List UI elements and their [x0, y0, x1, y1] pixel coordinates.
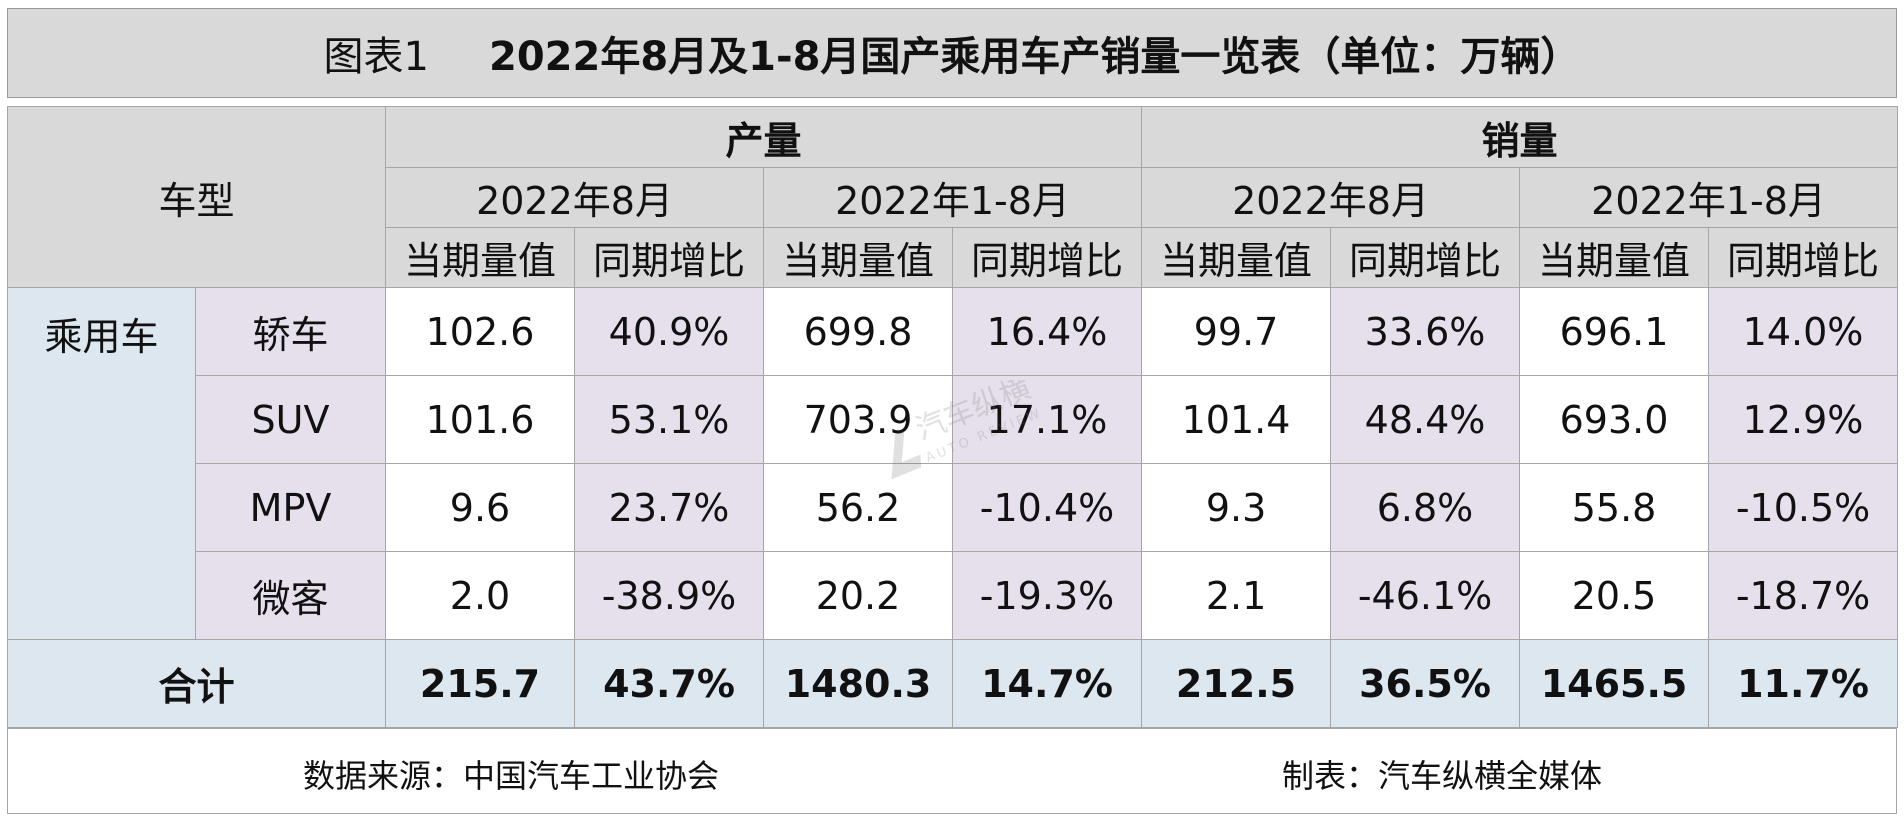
- table-cell: 20.5: [1519, 551, 1710, 640]
- table-row: SUV 101.6 53.1% 703.9 17.1% 101.4 48.4% …: [8, 375, 1899, 464]
- table-cell: 2.0: [385, 551, 576, 640]
- total-cell: 11.7%: [1708, 639, 1899, 728]
- total-cell: 1465.5: [1519, 639, 1710, 728]
- total-cell: 212.5: [1141, 639, 1332, 728]
- table-title-bar: 图表1 2022年8月及1-8月国产乘用车产销量一览表（单位：万辆）: [7, 8, 1897, 98]
- table-cell: 55.8: [1519, 463, 1710, 552]
- header-period: 2022年8月: [1141, 167, 1521, 228]
- header-period: 2022年1-8月: [763, 167, 1143, 228]
- header-metric: 当期量值: [1141, 227, 1332, 288]
- table-cell: 56.2: [763, 463, 954, 552]
- table-cell: -10.5%: [1708, 463, 1899, 552]
- table-cell: 12.9%: [1708, 375, 1899, 464]
- total-cell: 36.5%: [1330, 639, 1521, 728]
- table-cell: 33.6%: [1330, 287, 1521, 376]
- total-label: 合计: [6, 639, 387, 728]
- figure-number: 图表1: [323, 34, 429, 80]
- header-metric: 同期增比: [1708, 227, 1899, 288]
- table-cell: 693.0: [1519, 375, 1710, 464]
- table-cell: 99.7: [1141, 287, 1332, 376]
- table-maker: 制表：汽车纵横全媒体: [1282, 757, 1603, 795]
- table-cell: -46.1%: [1330, 551, 1521, 640]
- table-cell: 53.1%: [574, 375, 765, 464]
- header-production: 产量: [385, 106, 1143, 168]
- table-cell: -10.4%: [952, 463, 1143, 552]
- row-label: MPV: [194, 463, 387, 552]
- table-cell: -38.9%: [574, 551, 765, 640]
- header-metric: 同期增比: [1330, 227, 1521, 288]
- header-vehicle-type: 车型: [6, 106, 387, 288]
- table-cell: 9.3: [1141, 463, 1332, 552]
- table-cell: 48.4%: [1330, 375, 1521, 464]
- total-cell: 43.7%: [574, 639, 765, 728]
- header-metric: 当期量值: [763, 227, 954, 288]
- row-label: 轿车: [194, 287, 387, 376]
- row-label: 微客: [194, 551, 387, 640]
- table-row: 微客 2.0 -38.9% 20.2 -19.3% 2.1 -46.1% 20.…: [8, 551, 1899, 640]
- table-cell: 2.1: [1141, 551, 1332, 640]
- header-metric: 同期增比: [574, 227, 765, 288]
- table-row: MPV 9.6 23.7% 56.2 -10.4% 9.3 6.8% 55.8 …: [8, 463, 1899, 552]
- page-title: 2022年8月及1-8月国产乘用车产销量一览表（单位：万辆）: [489, 34, 1581, 80]
- total-row: 合计 215.7 43.7% 1480.3 14.7% 212.5 36.5% …: [6, 639, 1899, 728]
- total-cell: 14.7%: [952, 639, 1143, 728]
- table-cell: 20.2: [763, 551, 954, 640]
- table-cell: 17.1%: [952, 375, 1143, 464]
- header-period: 2022年8月: [385, 167, 765, 228]
- table-cell: 696.1: [1519, 287, 1710, 376]
- table-cell: 14.0%: [1708, 287, 1899, 376]
- header-metric: 当期量值: [385, 227, 576, 288]
- table-cell: 703.9: [763, 375, 954, 464]
- header-period: 2022年1-8月: [1519, 167, 1899, 228]
- category-label: 乘用车: [7, 287, 196, 640]
- row-label: SUV: [194, 375, 387, 464]
- table-cell: 102.6: [385, 287, 576, 376]
- total-cell: 215.7: [385, 639, 576, 728]
- table-cell: -18.7%: [1708, 551, 1899, 640]
- table-cell: 9.6: [385, 463, 576, 552]
- data-source: 数据来源：中国汽车工业协会: [303, 757, 720, 795]
- total-cell: 1480.3: [763, 639, 954, 728]
- table-cell: 699.8: [763, 287, 954, 376]
- data-table: 车型 产量 销量 2022年8月 2022年1-8月 2022年8月 2022年…: [6, 106, 1899, 728]
- table-row: 乘用车 轿车 102.6 40.9% 699.8 16.4% 99.7 33.6…: [7, 287, 1899, 640]
- footer: 数据来源：中国汽车工业协会 制表：汽车纵横全媒体: [7, 728, 1897, 814]
- table-cell: 40.9%: [574, 287, 765, 376]
- table-cell: 16.4%: [952, 287, 1143, 376]
- table-cell: 101.4: [1141, 375, 1332, 464]
- header-metric: 当期量值: [1519, 227, 1710, 288]
- table-cell: 23.7%: [574, 463, 765, 552]
- header-sales: 销量: [1141, 106, 1899, 168]
- table-cell: -19.3%: [952, 551, 1143, 640]
- table-cell: 101.6: [385, 375, 576, 464]
- table-cell: 6.8%: [1330, 463, 1521, 552]
- header-metric: 同期增比: [952, 227, 1143, 288]
